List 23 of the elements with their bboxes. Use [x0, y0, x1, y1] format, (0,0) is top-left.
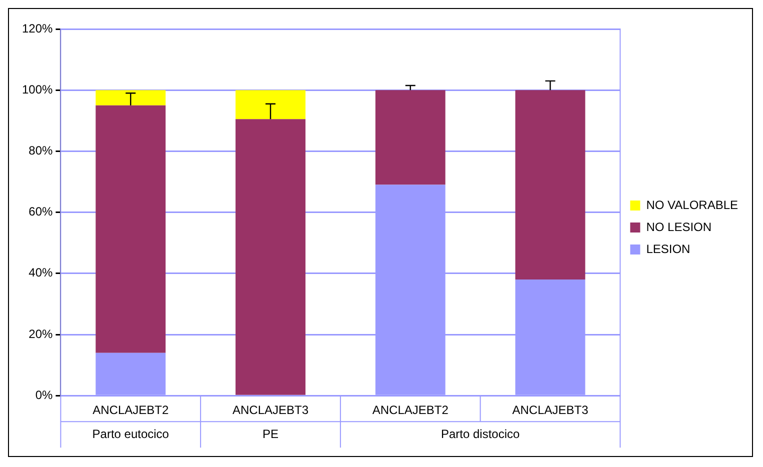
y-tick-label: 100%: [22, 82, 54, 96]
legend-label: NO VALORABLE: [646, 198, 738, 212]
bar: [236, 90, 306, 120]
text: PE: [262, 426, 279, 441]
text: Parto eutocico: [92, 426, 170, 441]
legend-label: NO LESION: [646, 220, 712, 234]
text: Parto distocico: [440, 426, 520, 441]
bar: [515, 90, 586, 280]
x-tick-label: ANCLAJEBT2: [372, 403, 449, 418]
y-tick-label: 20%: [28, 326, 54, 341]
bar: [96, 105, 166, 353]
x-tick-label: ANCLAJEBT3: [232, 403, 309, 418]
y-tick-label: 60%: [28, 204, 54, 219]
bar: [375, 90, 446, 185]
legend-label: LESION: [646, 242, 690, 256]
y-tick-label: 0%: [35, 388, 54, 402]
bar: [236, 119, 306, 395]
x-tick-label: ANCLAJEBT3: [512, 403, 589, 418]
y-tick-label: 120%: [22, 21, 54, 36]
y-tick-label: 80%: [28, 144, 54, 158]
x-tick-label: ANCLAJEBT2: [92, 403, 169, 418]
bar: [96, 90, 166, 106]
y-tick-label: 40%: [28, 266, 54, 280]
